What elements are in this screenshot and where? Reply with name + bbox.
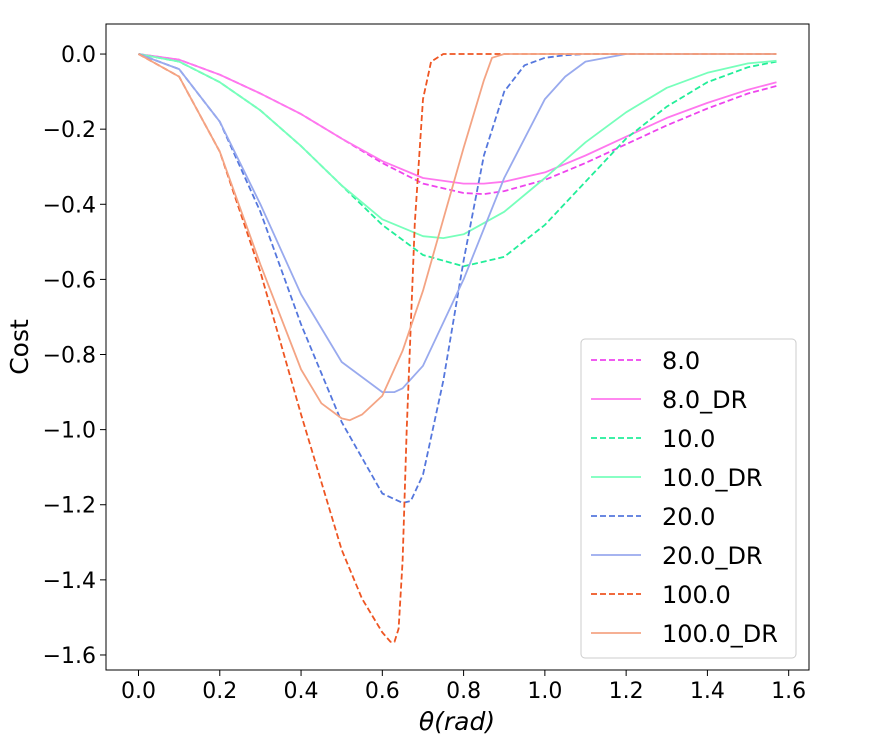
x-tick-label: 1.6 (771, 679, 806, 704)
series-line-100-0 (138, 53, 777, 643)
y-tick-label: −0.4 (43, 193, 96, 218)
x-tick-label: 0.6 (365, 679, 400, 704)
y-axis-ticks: 0.0 −0.2 −0.4 −0.6 −0.8 −1.0 −1.2 −1.4 −1.6 (43, 43, 106, 669)
legend-label-8-0: 8.0 (662, 347, 700, 375)
x-tick-label: 0.8 (446, 679, 481, 704)
x-tick-label: 0.0 (121, 679, 156, 704)
series-line-20-0-dr (138, 53, 777, 393)
y-tick-label: −0.6 (43, 268, 96, 293)
legend-label-100-0-dr: 100.0_DR (662, 620, 778, 648)
legend-frame (580, 338, 797, 659)
series-line-8-0-dr (138, 53, 777, 185)
x-tick-label: 1.0 (527, 679, 562, 704)
series-layer (138, 53, 777, 643)
x-axis-ticks: 0.0 0.2 0.4 0.6 0.8 1.0 1.2 1.4 1.6 (121, 670, 806, 704)
series-line-10-0-dr (138, 53, 777, 239)
plot-frame (105, 23, 810, 671)
legend-label-20-0: 20.0 (662, 503, 715, 531)
y-axis-title: Cost (5, 319, 34, 375)
y-tick-label: −1.4 (43, 569, 96, 594)
legend-label-8-0-dr: 8.0_DR (662, 386, 747, 414)
legend-label-10-0: 10.0 (662, 425, 715, 453)
legend-label-20-0-dr: 20.0_DR (662, 542, 763, 570)
legend-label-10-0-dr: 10.0_DR (662, 464, 763, 492)
series-line-100-0-dr (138, 53, 777, 422)
x-tick-label: 1.4 (690, 679, 725, 704)
x-tick-label: 1.2 (609, 679, 644, 704)
x-tick-label: 0.4 (284, 679, 319, 704)
legend: 8.0 8.0_DR 10.0 10.0_DR 20.0 20.0_DR 100.0 100.… (580, 338, 797, 659)
y-tick-label: −0.2 (43, 118, 96, 143)
legend-label-100-0: 100.0 (662, 581, 731, 609)
y-tick-label: −1.2 (43, 494, 96, 519)
x-tick-label: 0.2 (202, 679, 237, 704)
y-tick-label: −0.8 (43, 344, 96, 369)
y-tick-label: 0.0 (61, 43, 96, 68)
y-tick-label: −1.6 (43, 644, 96, 669)
x-axis-title: θ(rad) (419, 707, 495, 736)
y-tick-label: −1.0 (43, 419, 96, 444)
legend-items: 8.0 8.0_DR 10.0 10.0_DR 20.0 20.0_DR 100.0 100.… (591, 347, 778, 648)
